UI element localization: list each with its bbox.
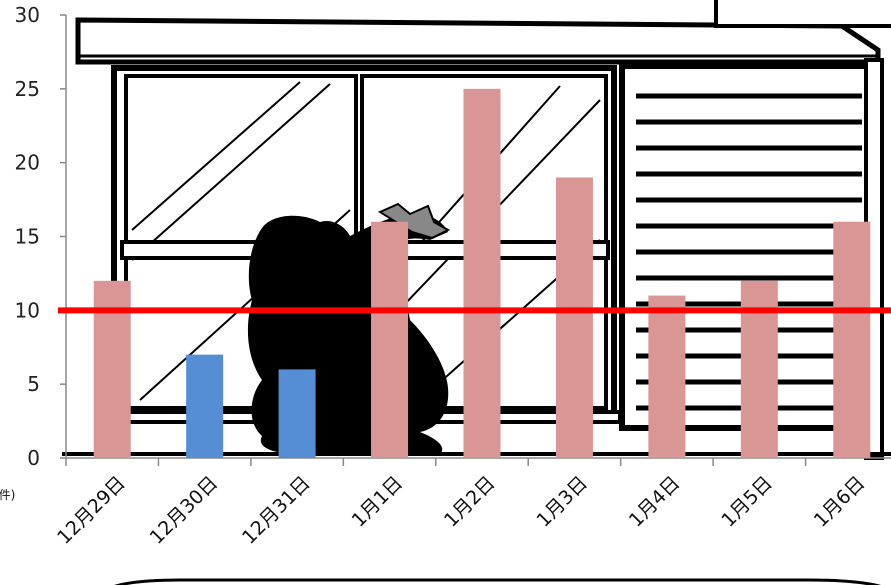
category-label: 1月4日 [625, 472, 685, 532]
category-label: 1月6日 [810, 472, 870, 532]
bar-4 [371, 221, 409, 458]
category-label: 12月30日 [146, 472, 223, 549]
bar-6 [555, 177, 593, 458]
y-tick-label: 15 [15, 225, 40, 249]
category-labels: 12月29日 12月30日 12月31日 1月1日 1月2日 1月3日 1月4日 1月5日 1月… [53, 472, 869, 549]
y-tick-label: 10 [15, 298, 40, 322]
bar-2 [186, 354, 224, 458]
category-label: 1月5日 [717, 472, 777, 532]
category-label: 1月1日 [348, 472, 408, 532]
category-label: 12月29日 [53, 472, 130, 549]
bar-9 [833, 221, 871, 458]
category-label: 1月3日 [532, 472, 592, 532]
y-tick-label: 5 [27, 372, 40, 396]
y-unit-label: (件) [0, 488, 15, 502]
bar-7 [648, 295, 686, 458]
bar-3 [278, 369, 316, 458]
y-tick-label: 30 [15, 3, 40, 27]
y-tick-label: 20 [15, 151, 40, 175]
bar-5 [463, 88, 501, 458]
y-tick-label: 0 [27, 446, 40, 470]
category-label: 12月31日 [238, 472, 315, 549]
y-tick-label: 25 [15, 77, 40, 101]
category-label: 1月2日 [440, 472, 500, 532]
